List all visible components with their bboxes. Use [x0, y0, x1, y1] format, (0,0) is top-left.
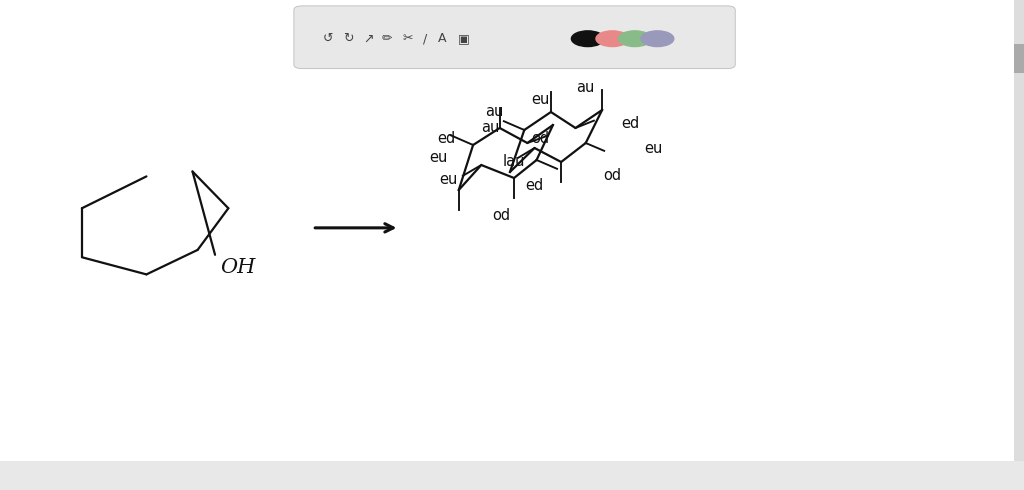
Text: lau: lau	[503, 154, 525, 170]
Circle shape	[618, 31, 651, 47]
Text: od: od	[603, 168, 622, 182]
Text: OH: OH	[220, 258, 256, 276]
Text: eu: eu	[429, 150, 447, 166]
Text: /: /	[423, 32, 427, 45]
Text: ↻: ↻	[343, 32, 353, 45]
Text: au: au	[485, 104, 504, 120]
FancyBboxPatch shape	[294, 6, 735, 69]
Text: ✏: ✏	[382, 32, 392, 45]
Text: ↺: ↺	[323, 32, 333, 45]
Bar	[0, 461, 1024, 490]
Text: ↗: ↗	[364, 32, 374, 45]
Text: au: au	[577, 80, 595, 96]
Bar	[1014, 44, 1024, 74]
Text: eu: eu	[644, 141, 663, 155]
Text: eu: eu	[531, 93, 550, 107]
Circle shape	[596, 31, 629, 47]
Text: ▣: ▣	[458, 32, 470, 45]
Text: ✂: ✂	[402, 32, 413, 45]
Text: od: od	[531, 130, 550, 146]
Circle shape	[571, 31, 604, 47]
Circle shape	[641, 31, 674, 47]
Text: eu: eu	[439, 172, 458, 188]
Text: A: A	[438, 32, 446, 45]
Text: od: od	[493, 207, 511, 222]
Text: ed: ed	[437, 130, 456, 146]
Text: ed: ed	[622, 116, 640, 130]
Text: au: au	[481, 121, 500, 136]
Text: ed: ed	[525, 177, 544, 193]
Bar	[1014, 0, 1024, 490]
